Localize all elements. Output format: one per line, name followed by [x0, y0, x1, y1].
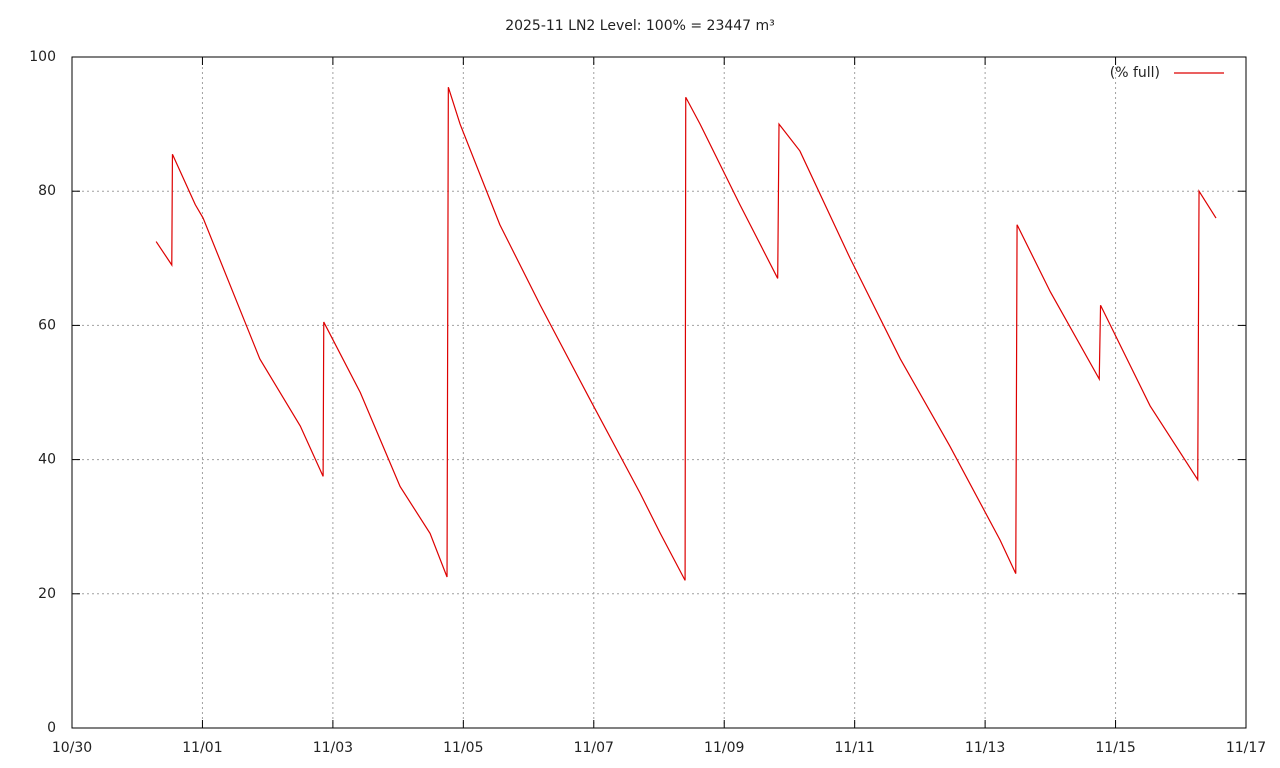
legend-label: (% full) [1110, 65, 1160, 81]
x-tick-label: 11/07 [574, 740, 614, 756]
data-line [155, 87, 1217, 581]
y-tick-label: 40 [38, 452, 56, 468]
y-tick-label: 80 [38, 183, 56, 199]
x-tick-label: 11/11 [834, 740, 874, 756]
x-tick-label: 11/13 [965, 740, 1005, 756]
x-tick-label: 11/01 [182, 740, 222, 756]
x-tick-label: 10/30 [52, 740, 92, 756]
x-tick-label: 11/15 [1095, 740, 1135, 756]
y-tick-label: 100 [29, 49, 56, 65]
y-tick-label: 0 [47, 720, 56, 736]
chart-title: 2025-11 LN2 Level: 100% = 23447 m³ [505, 18, 775, 34]
y-tick-label: 60 [38, 317, 56, 333]
plot-border [71, 56, 1247, 729]
x-tick-label: 11/09 [704, 740, 744, 756]
x-tick-label: 11/05 [443, 740, 483, 756]
x-tick-label: 11/03 [313, 740, 353, 756]
x-tick-label: 11/17 [1226, 740, 1266, 756]
y-tick-label: 20 [38, 586, 56, 602]
